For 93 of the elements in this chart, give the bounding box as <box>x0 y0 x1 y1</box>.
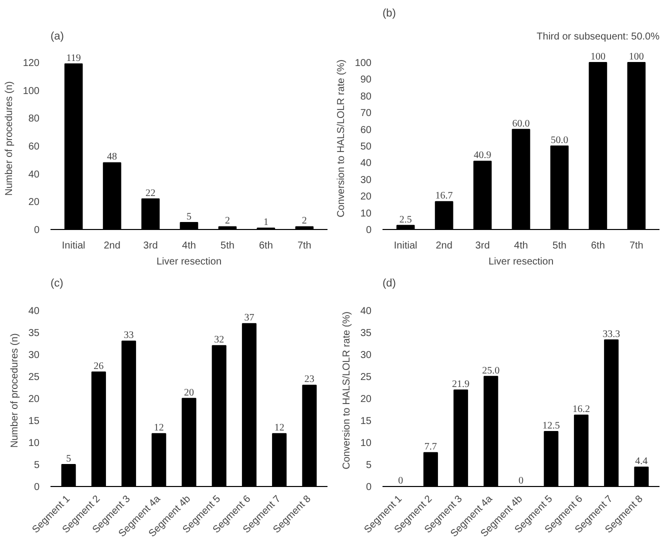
x-tick-label: 5th <box>552 240 566 252</box>
y-tick-label: 30 <box>28 350 40 361</box>
data-label: 50.0 <box>550 135 568 146</box>
y-axis-title: Number of procedures (n) <box>4 81 15 196</box>
data-label: 37 <box>244 312 254 324</box>
x-tick-label: 6th <box>590 240 605 252</box>
data-label: 60.0 <box>512 118 530 130</box>
y-tick-label: 100 <box>354 58 372 70</box>
data-label: 2 <box>224 216 230 227</box>
x-tick-label: 2nd <box>436 240 452 252</box>
data-label: 16.2 <box>572 404 590 416</box>
data-label: 40.9 <box>474 150 492 162</box>
y-tick-label: 60 <box>360 124 372 136</box>
y-tick-label: 40 <box>28 306 40 317</box>
y-tick-label: 40 <box>360 158 372 170</box>
x-tick-label: Initial <box>394 240 418 252</box>
y-tick-label: 5 <box>34 460 40 471</box>
chart-title: (d) <box>382 278 396 290</box>
data-label: 12 <box>274 422 284 434</box>
text: Third or subsequent: 50.0% <box>536 32 660 42</box>
x-tick-label: 4th <box>514 240 528 252</box>
y-axis-title: Number of procedures (n) <box>9 333 20 448</box>
x-tick-label: 7th <box>297 240 312 252</box>
chart-title: (a) <box>50 30 64 42</box>
data-label: 48 <box>107 152 118 163</box>
x-axis-title: Liver resection <box>156 256 222 268</box>
data-label: 20 <box>184 387 194 398</box>
data-label: 22 <box>146 188 156 199</box>
data-label: 32 <box>214 334 224 346</box>
data-label: 4.4 <box>635 456 648 468</box>
data-label: 33 <box>124 330 134 342</box>
y-tick-label: 0 <box>34 482 40 493</box>
y-tick-label: 10 <box>360 438 372 449</box>
data-label: 21.9 <box>452 379 470 390</box>
y-tick-label: 25 <box>28 372 40 383</box>
y-tick-label: 25 <box>360 372 372 383</box>
x-tick-label: 7th <box>629 240 644 252</box>
y-tick-label: 20 <box>360 192 372 203</box>
x-axis-title: Liver resection <box>488 256 554 268</box>
y-tick-label: 120 <box>22 58 40 70</box>
y-tick-label: 0 <box>34 225 40 236</box>
y-tick-label: 90 <box>360 74 372 86</box>
data-label: 119 <box>66 52 81 64</box>
y-tick-label: 80 <box>360 91 372 102</box>
y-tick-label: 60 <box>28 142 40 153</box>
y-tick-label: 80 <box>28 114 40 125</box>
y-tick-label: 35 <box>360 328 372 339</box>
data-label: 16.7 <box>435 190 453 202</box>
y-tick-label: 40 <box>360 306 372 317</box>
y-tick-label: 30 <box>360 174 372 186</box>
y-tick-label: 30 <box>360 350 372 361</box>
x-tick-label: 5th <box>220 240 234 252</box>
data-label: 100 <box>590 52 606 63</box>
y-tick-label: 10 <box>28 438 40 449</box>
y-axis-title: Conversion to HALS/LOLR rate (%) <box>336 60 347 218</box>
data-label: 2.5 <box>399 214 412 226</box>
y-tick-label: 20 <box>28 394 40 405</box>
y-tick-label: 100 <box>22 86 40 97</box>
data-label: 100 <box>628 52 644 63</box>
data-label: 12 <box>154 422 164 434</box>
y-tick-label: 15 <box>28 416 40 427</box>
y-tick-label: 40 <box>28 169 40 180</box>
data-label: 1 <box>263 217 268 228</box>
data-label: 2 <box>302 216 307 227</box>
y-axis-title: Conversion to HALS/LOLR rate (%) <box>341 312 352 470</box>
y-tick-label: 50 <box>360 142 372 153</box>
chart-title: (b) <box>382 8 396 20</box>
data-label: 33.3 <box>602 328 620 340</box>
y-tick-label: 0 <box>366 482 372 493</box>
y-tick-label: 10 <box>360 208 372 220</box>
data-label: 12.5 <box>542 420 560 432</box>
y-tick-label: 15 <box>360 416 372 427</box>
data-label: 25.0 <box>482 365 500 376</box>
y-tick-label: 5 <box>366 460 372 471</box>
data-label: 5 <box>186 212 192 223</box>
x-tick-label: 2nd <box>104 240 120 252</box>
y-tick-label: 0 <box>366 225 372 236</box>
x-tick-label: 3rd <box>475 240 490 252</box>
y-tick-label: 20 <box>360 394 372 405</box>
y-tick-label: 20 <box>28 197 40 208</box>
x-tick-label: Initial <box>62 240 86 252</box>
data-label: 26 <box>94 361 104 372</box>
x-tick-label: 4th <box>182 240 196 252</box>
y-tick-label: 70 <box>360 108 372 120</box>
y-tick-label: 35 <box>28 328 40 339</box>
data-label: 23 <box>304 374 314 386</box>
data-label: 7.7 <box>424 442 437 453</box>
x-tick-label: 3rd <box>143 240 158 252</box>
x-tick-label: 6th <box>258 240 273 252</box>
data-label: 0 <box>518 476 524 486</box>
data-label: 0 <box>398 476 404 486</box>
chart-title: (c) <box>50 278 64 290</box>
data-label: 5 <box>66 453 72 464</box>
